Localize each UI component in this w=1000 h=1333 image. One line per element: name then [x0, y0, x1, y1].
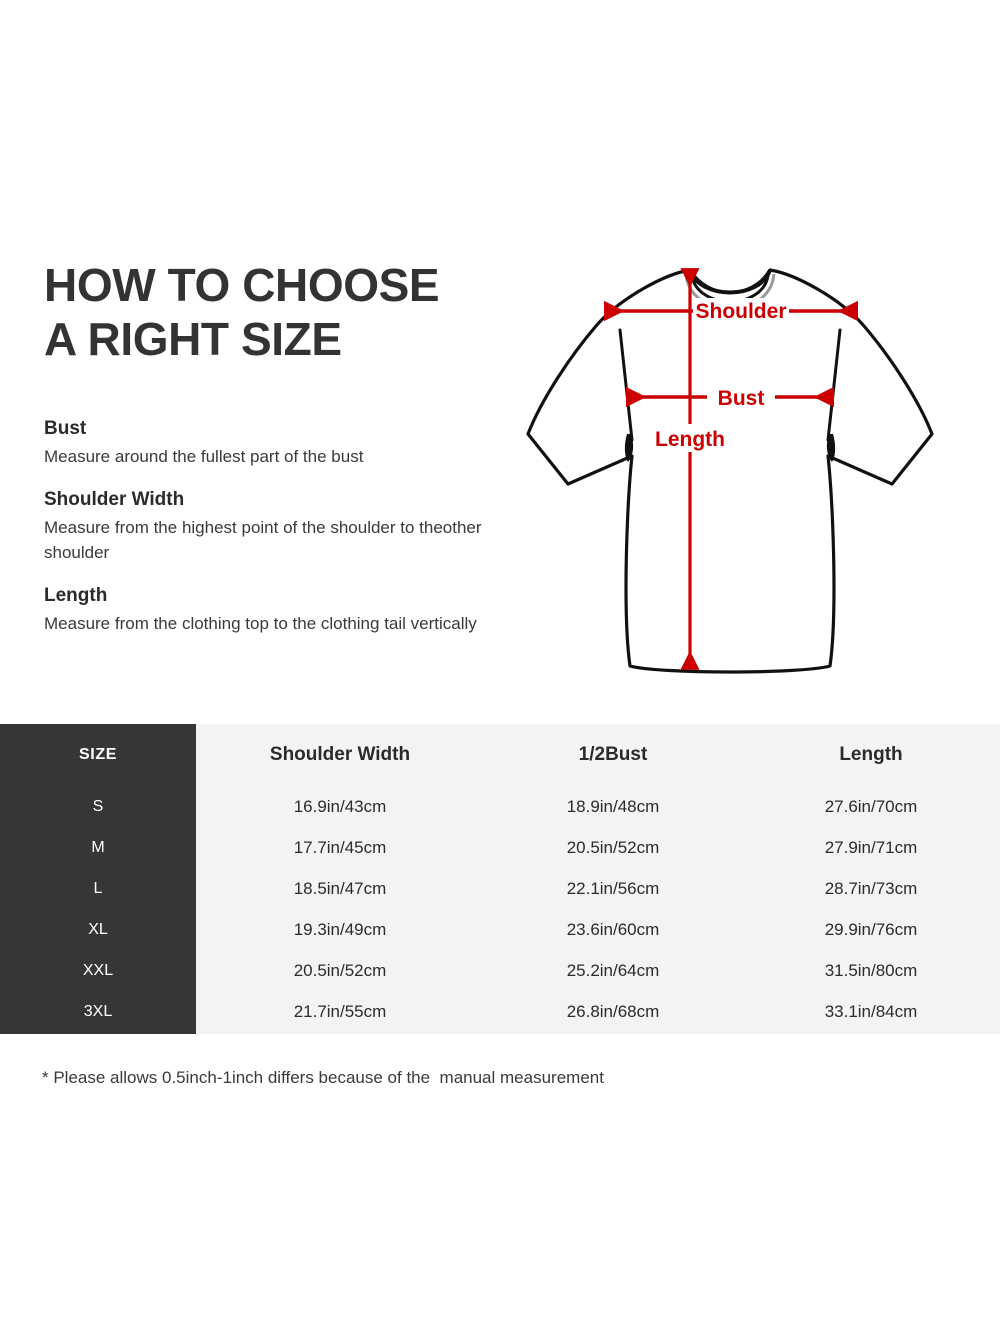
size-column-background	[0, 724, 196, 1034]
definition-length: Length Measure from the clothing top to …	[44, 583, 484, 636]
cell-shoulder-width: 20.5in/52cm	[293, 960, 387, 980]
cell-size: XXL	[82, 961, 114, 979]
definition-shoulder-width: Shoulder Width Measure from the highest …	[44, 487, 484, 565]
bust-label-backing	[707, 384, 775, 410]
cell-half-bust: 22.1in/56cm	[566, 878, 660, 898]
table-row[interactable]: 3XL 21.7in/55cm 26.8in/68cm 33.1in/84cm	[0, 991, 1000, 1032]
bust-label: Bust	[718, 387, 765, 410]
cell-length: 27.9in/71cm	[824, 837, 918, 857]
cell-half-bust: 26.8in/68cm	[566, 1001, 660, 1021]
page-title: HOW TO CHOOSE A RIGHT SIZE	[44, 258, 514, 366]
cell-shoulder-width: 18.5in/47cm	[293, 878, 387, 898]
column-header-half-bust: 1/2Bust	[578, 744, 648, 765]
t-shirt-measurement-diagram: Shoulder Bust Length	[500, 248, 960, 688]
cell-half-bust: 20.5in/52cm	[566, 837, 660, 857]
cell-size: L	[93, 879, 103, 897]
cell-half-bust: 23.6in/60cm	[566, 919, 660, 939]
size-chart-table: SIZE Shoulder Width 1/2Bust Length S 16.…	[0, 724, 1000, 1034]
table-row[interactable]: S 16.9in/43cm 18.9in/48cm 27.6in/70cm	[0, 786, 1000, 827]
definition-term: Length	[44, 585, 108, 606]
definition-description: Measure from the highest point of the sh…	[44, 518, 482, 562]
cell-size: M	[91, 838, 105, 856]
cell-length: 29.9in/76cm	[824, 919, 918, 939]
definition-description: Measure from the clothing top to the clo…	[44, 614, 477, 633]
cell-length: 28.7in/73cm	[824, 878, 918, 898]
length-label: Length	[655, 428, 725, 451]
cell-shoulder-width: 16.9in/43cm	[293, 796, 387, 816]
shirt-outline	[526, 268, 934, 674]
column-header-length: Length	[839, 744, 903, 765]
table-row[interactable]: XL 19.3in/49cm 23.6in/60cm 29.9in/76cm	[0, 909, 1000, 950]
armpit-shading	[624, 434, 836, 462]
page-title-line-1: HOW TO CHOOSE	[44, 259, 440, 311]
cell-shoulder-width: 21.7in/55cm	[293, 1001, 387, 1021]
table-row[interactable]: XXL 20.5in/52cm 25.2in/64cm 31.5in/80cm	[0, 950, 1000, 991]
length-label-backing	[642, 424, 738, 452]
cell-length: 33.1in/84cm	[824, 1001, 918, 1021]
column-header-shoulder-width: Shoulder Width	[269, 744, 411, 765]
definition-term: Shoulder Width	[44, 489, 185, 510]
definition-bust: Bust Measure around the fullest part of …	[44, 416, 484, 469]
armhole-seams	[618, 328, 842, 442]
cell-half-bust: 25.2in/64cm	[566, 960, 660, 980]
definition-description: Measure around the fullest part of the b…	[44, 447, 364, 466]
page-title-line-2: A RIGHT SIZE	[44, 313, 342, 365]
table-header-row: SIZE Shoulder Width 1/2Bust Length	[0, 724, 1000, 786]
cell-half-bust: 18.9in/48cm	[566, 796, 660, 816]
definition-term: Bust	[44, 418, 87, 439]
shoulder-label: Shoulder	[695, 300, 786, 323]
cell-shoulder-width: 17.7in/45cm	[293, 837, 387, 857]
shoulder-label-backing	[693, 298, 789, 324]
measurement-definitions: Bust Measure around the fullest part of …	[44, 416, 484, 636]
cell-size: S	[92, 797, 104, 815]
cell-length: 27.6in/70cm	[824, 796, 918, 816]
cell-size: XL	[88, 920, 108, 938]
cell-size: 3XL	[83, 1002, 113, 1020]
column-header-size: SIZE	[79, 746, 117, 763]
intro-section: HOW TO CHOOSE A RIGHT SIZE Bust Measure …	[44, 248, 960, 688]
table-row[interactable]: M 17.7in/45cm 20.5in/52cm 27.9in/71cm	[0, 827, 1000, 868]
table-row[interactable]: L 18.5in/47cm 22.1in/56cm 28.7in/73cm	[0, 868, 1000, 909]
cell-length: 31.5in/80cm	[824, 960, 918, 980]
measurement-disclaimer: * Please allows 0.5inch-1inch differs be…	[42, 1068, 604, 1087]
cell-shoulder-width: 19.3in/49cm	[293, 919, 387, 939]
